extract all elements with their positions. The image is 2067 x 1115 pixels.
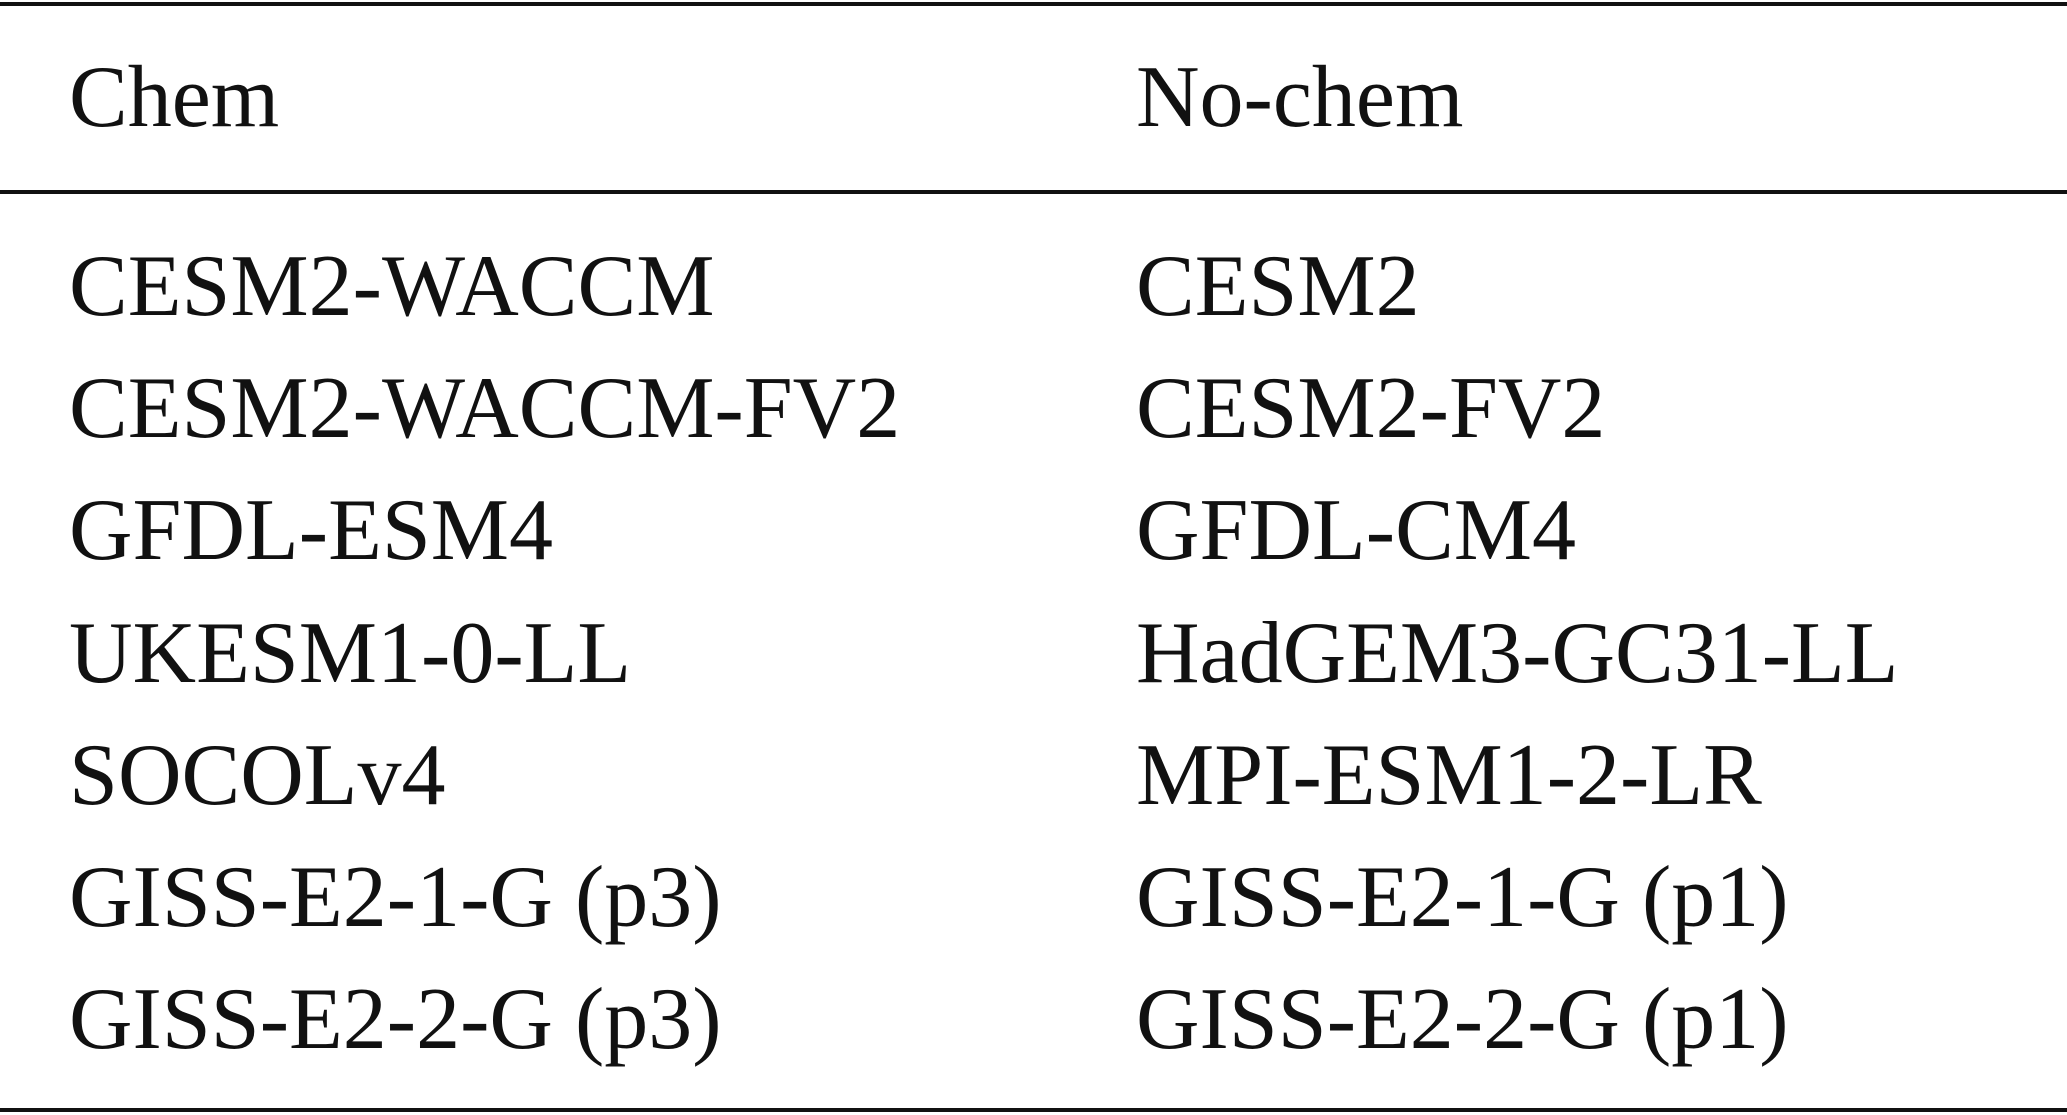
table-cell: CESM2-WACCM (69, 238, 715, 335)
table-cell: UKESM1-0-LL (69, 605, 632, 702)
table-cell: CESM2-WACCM-FV2 (69, 360, 901, 457)
table-cell: SOCOLv4 (69, 727, 446, 824)
table-cell: GISS-E2-2-G (p3) (69, 971, 722, 1068)
table-cell: CESM2-FV2 (1136, 360, 1606, 457)
table-cell: GFDL-CM4 (1136, 482, 1577, 579)
top-rule (0, 2, 2067, 6)
table-cell: GFDL-ESM4 (69, 482, 554, 579)
header-cell: No-chem (1136, 49, 1464, 146)
table-cell: CESM2 (1136, 238, 1420, 335)
header-rule (0, 190, 2067, 194)
table-cell: GISS-E2-1-G (p3) (69, 849, 722, 946)
table-cell: GISS-E2-1-G (p1) (1136, 849, 1789, 946)
table-cell: HadGEM3-GC31-LL (1136, 605, 1899, 702)
bottom-rule (0, 1108, 2067, 1112)
table-cell: MPI-ESM1-2-LR (1136, 727, 1762, 824)
header-cell: Chem (69, 49, 280, 146)
table-cell: GISS-E2-2-G (p1) (1136, 971, 1789, 1068)
